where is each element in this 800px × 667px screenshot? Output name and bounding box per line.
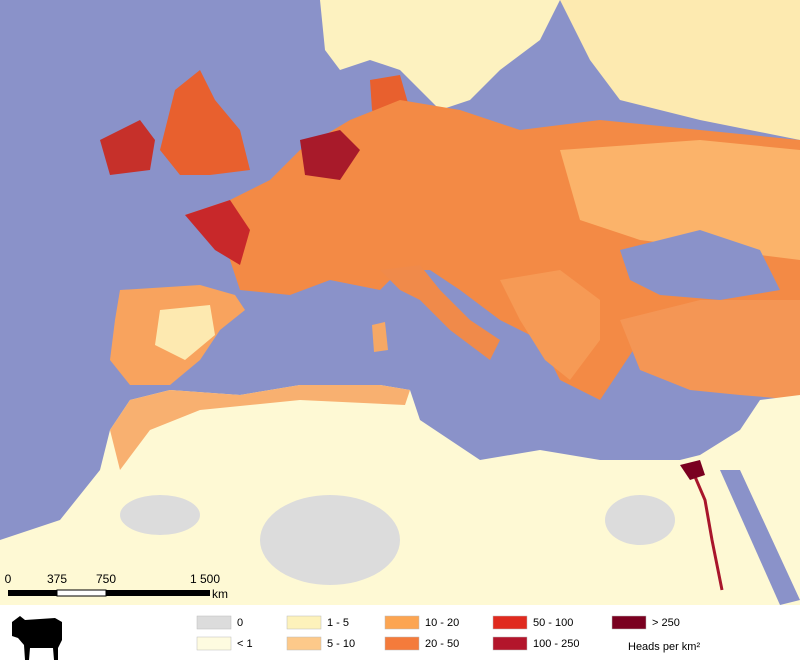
- nile-delta: [680, 460, 705, 480]
- scale-unit: km: [212, 587, 228, 601]
- legend-label: 100 - 250: [533, 638, 579, 650]
- sahara-empty: [260, 495, 400, 585]
- scale-segment: [8, 590, 57, 596]
- balkans: [500, 270, 600, 380]
- scale-segment: [56, 589, 107, 597]
- ireland: [100, 120, 155, 175]
- iberia-interior: [155, 305, 215, 360]
- legend-swatch: [492, 615, 528, 630]
- nile: [688, 464, 724, 591]
- legend-background: [0, 605, 800, 667]
- great-britain: [160, 70, 250, 175]
- scale-label: 0: [5, 572, 12, 586]
- red-sea: [720, 470, 800, 605]
- black-sea: [620, 230, 780, 300]
- north-africa: [0, 385, 800, 605]
- legend-swatch: [196, 636, 232, 651]
- legend-label: < 1: [237, 638, 253, 650]
- legend-label: > 250: [652, 617, 680, 629]
- italy: [380, 265, 500, 360]
- scale-segment: [106, 590, 210, 596]
- legend-swatch: [384, 636, 420, 651]
- legend-swatch: [384, 615, 420, 630]
- scale-bar: 0 375 750 1 500 km: [5, 572, 228, 601]
- legend-swatch: [286, 615, 322, 630]
- sahara-empty: [605, 495, 675, 545]
- legend-title: Heads per km²: [628, 641, 700, 653]
- legend-swatch: [492, 636, 528, 651]
- legend-label: 5 - 10: [327, 638, 355, 650]
- north-east-europe: [560, 0, 800, 140]
- legend: 0 < 1 1 - 5 5 - 10 10 - 20 20 - 50 50 - 100 100…: [196, 615, 680, 651]
- cow-icon: [12, 616, 62, 660]
- scale-label: 750: [96, 572, 116, 586]
- legend-swatch: [611, 615, 647, 630]
- maghreb-coast: [110, 385, 410, 470]
- eastern-plain: [560, 140, 800, 260]
- benelux: [300, 130, 360, 180]
- scandinavia: [320, 0, 560, 110]
- map: [0, 0, 800, 605]
- legend-label: 50 - 100: [533, 617, 573, 629]
- scale-label: 375: [47, 572, 67, 586]
- turkey: [620, 300, 800, 400]
- sardinia: [372, 322, 388, 352]
- legend-swatch: [286, 636, 322, 651]
- legend-label: 1 - 5: [327, 617, 349, 629]
- france-west: [185, 200, 250, 265]
- sahara-empty: [120, 495, 200, 535]
- legend-label: 20 - 50: [425, 638, 459, 650]
- legend-label: 0: [237, 617, 243, 629]
- legend-swatch: [196, 615, 232, 630]
- legend-label: 10 - 20: [425, 617, 459, 629]
- scale-label: 1 500: [190, 572, 220, 586]
